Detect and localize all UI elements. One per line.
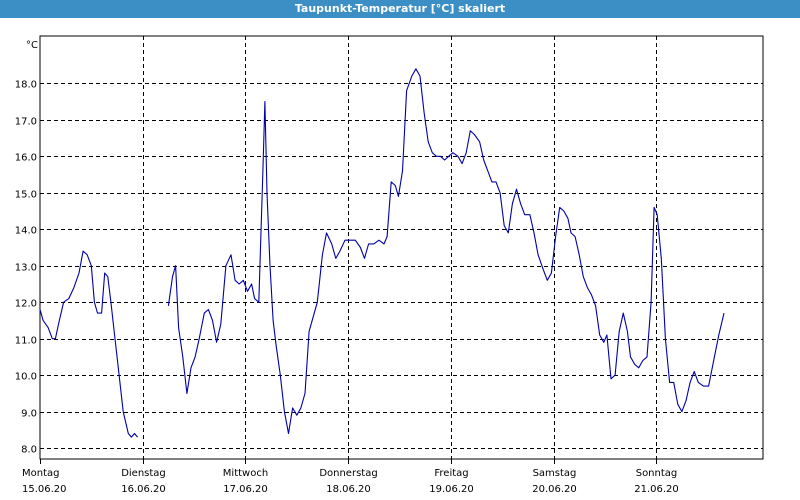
x-tick-date: 17.06.20	[223, 484, 268, 495]
x-tick-date: 18.06.20	[326, 484, 371, 495]
x-tick-day: Samstag	[533, 468, 577, 479]
x-tick-day: Mittwoch	[223, 468, 268, 479]
dewpoint-series-line	[167, 68, 725, 435]
y-tick-label: 10.0	[15, 372, 37, 383]
y-tick-label: 11.0	[15, 336, 37, 347]
x-tick-day: Donnerstag	[319, 468, 377, 479]
window-title: Taupunkt-Temperatur [°C] skaliert	[0, 0, 800, 18]
x-tick-date: 19.06.20	[429, 484, 474, 495]
y-tick-label: 8.0	[21, 445, 37, 456]
x-tick-day: Montag	[22, 468, 59, 479]
y-tick-label: 13.0	[15, 263, 37, 274]
y-tick-label: 15.0	[15, 190, 37, 201]
y-tick-label: 17.0	[15, 117, 37, 128]
x-tick-date: 21.06.20	[634, 484, 679, 495]
x-tick-day: Dienstag	[121, 468, 166, 479]
x-tick-date: 15.06.20	[22, 484, 67, 495]
x-tick-date: 20.06.20	[532, 484, 577, 495]
x-tick-date: 16.06.20	[121, 484, 166, 495]
y-tick-label: 9.0	[21, 409, 37, 420]
plot-frame	[39, 35, 764, 460]
y-axis-unit: °C	[26, 40, 38, 51]
x-tick-day: Sonntag	[636, 468, 678, 479]
x-tick-day: Freitag	[434, 468, 468, 479]
y-tick-label: 12.0	[15, 299, 37, 310]
y-tick-label: 16.0	[15, 153, 37, 164]
dewpoint-series-line	[39, 250, 139, 438]
y-tick-label: 14.0	[15, 226, 37, 237]
y-tick-label: 18.0	[15, 80, 37, 91]
